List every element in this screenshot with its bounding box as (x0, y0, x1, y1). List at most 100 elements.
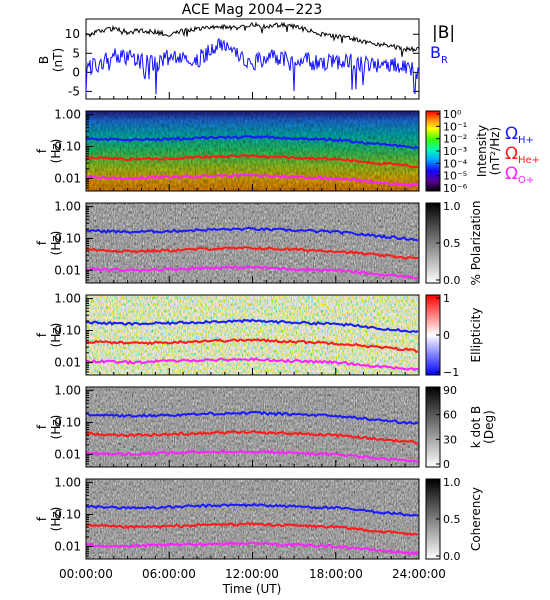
freq-tick-label: 0.10 (54, 231, 81, 245)
colorbar-tick-label: 1 (443, 292, 450, 305)
spectrogram-texture (86, 203, 419, 283)
legend-omega-o-sub: O+ (518, 175, 534, 186)
time-tick-0: 00:00:00 (59, 567, 113, 581)
panel-polarization: 1.00 0.10 0.01 f (Hz) 1.0 0.5 0.0 % Polarization (35, 200, 483, 287)
b-ytick-label: 10 (65, 27, 80, 41)
legend-omega-h-main: Ω (505, 124, 518, 144)
freq-tick-label: 0.01 (54, 539, 81, 553)
colorbar-label: k dot B (469, 406, 483, 448)
b-ytick-label: 0 (72, 65, 80, 79)
colorbar-tick-label: 60 (443, 409, 457, 422)
b-ytick-label: -5 (68, 84, 80, 98)
cyclotron-legend: ΩH+ ΩHe+ ΩO+ (505, 124, 540, 186)
freq-tick-label: 0.10 (54, 507, 81, 521)
panel-b-field: -5 0 5 10 B (nT) |B| BR (37, 18, 455, 100)
omega-he-line (85, 521, 419, 537)
omega-o-line (85, 173, 419, 188)
freq-axis-unit: (Hz) (49, 231, 63, 256)
time-tick-1: 06:00:00 (142, 567, 196, 581)
b-axis-unit: (nT) (51, 48, 65, 72)
b-total-series (85, 21, 420, 57)
freq-tick-label: 1.00 (54, 476, 81, 490)
freq-axis-unit: (Hz) (49, 415, 63, 440)
colorbar-tick-label: 1.0 (443, 200, 461, 213)
colorbar-tick-label: 10⁻⁴ (443, 157, 468, 170)
legend-omega-he-sub: He+ (518, 155, 540, 166)
time-tick-4: 24:00:00 (392, 567, 446, 581)
colorbar-tick-label: 0.5 (443, 513, 461, 526)
freq-tick-label: 0.01 (54, 171, 81, 185)
b-r-series (85, 37, 420, 95)
omega-o-line (85, 357, 419, 372)
freq-tick-label: 0.10 (54, 139, 81, 153)
b-ticks: -5 0 5 10 (65, 27, 420, 99)
colorbar-tick-label: 10⁰ (443, 108, 462, 121)
colorbar-label-units: (nT²/Hz) (488, 127, 502, 175)
time-tick-3: 18:00:00 (309, 567, 363, 581)
legend-omega-o-main: Ω (505, 164, 518, 184)
legend-omega-o: ΩO+ (505, 164, 534, 186)
freq-tick-label: 1.00 (54, 384, 81, 398)
omega-h-line (85, 134, 419, 150)
legend-b-total: |B| (432, 23, 455, 43)
colorbar-label-units: (Deg) (482, 410, 496, 444)
legend-omega-he-main: Ω (505, 144, 518, 164)
freq-tick-label: 0.01 (54, 263, 81, 277)
freq-tick-label: 1.00 (54, 292, 81, 306)
omega-o-line (85, 265, 419, 280)
freq-tick-label: 0.01 (54, 355, 81, 369)
freq-axis-var: f (35, 424, 49, 429)
legend-b-r-sub: R (441, 55, 448, 66)
b-ytick-label: 5 (72, 46, 80, 60)
legend-b-r: BR (430, 43, 448, 66)
legend-omega-h-sub: H+ (518, 135, 534, 146)
colorbar-tick-label: 0.0 (443, 550, 461, 563)
colorbar-tick-label: 1.0 (443, 476, 461, 489)
freq-tick-label: 1.00 (54, 200, 81, 214)
colorbar-tick-label: 0 (443, 329, 450, 342)
legend-omega-h: ΩH+ (505, 124, 534, 146)
omega-o-line (85, 449, 419, 463)
omega-h-line (85, 226, 419, 242)
panel-b-frame (85, 18, 420, 100)
time-axis-label: Time (UT) (222, 582, 282, 596)
omega-he-line (85, 338, 419, 353)
freq-axis-unit: (Hz) (49, 323, 63, 348)
omega-he-line (85, 153, 419, 169)
colorbar-tick-label: 10⁻⁶ (443, 182, 468, 195)
freq-axis-unit: (Hz) (49, 139, 63, 164)
time-tick-2: 12:00:00 (225, 567, 279, 581)
freq-axis-var: f (35, 332, 49, 337)
omega-h-line (85, 410, 419, 425)
panel-intensity: 1.00 0.10 0.01 f (Hz) 10⁰10⁻¹10⁻²10⁻³10⁻⁴10⁻⁵… (35, 108, 502, 195)
time-axis: 00:00:00 06:00:00 12:00:00 18:00:00 24:0… (59, 567, 446, 596)
freq-axis-unit: (Hz) (49, 507, 63, 532)
colorbar-tick-label: 0 (443, 458, 450, 471)
colorbar-tick-label: 0.5 (443, 237, 461, 250)
colorbar-tick-label: 10⁻⁵ (443, 170, 467, 183)
panel-coherency: 1.00 0.10 0.01 f (Hz) 1.0 0.5 0.0 Coherency (35, 476, 483, 563)
colorbar-label: % Polarization (469, 201, 483, 286)
colorbar-label: Ellipticity (469, 308, 483, 363)
freq-axis-var: f (35, 148, 49, 153)
freq-tick-label: 1.00 (54, 108, 81, 122)
legend-omega-he: ΩHe+ (505, 144, 540, 166)
colorbar-tick-label: 0.0 (443, 274, 461, 287)
colorbar-label: Intensity (475, 125, 489, 177)
omega-he-line (85, 430, 419, 445)
freq-axis-var: f (35, 240, 49, 245)
omega-he-line (85, 246, 419, 260)
colorbar-tick-label: 10⁻¹ (443, 120, 467, 133)
freq-tick-label: 0.10 (54, 415, 81, 429)
spectrogram-panels: 1.000.100.01f (Hz)10⁰10⁻¹10⁻²10⁻³10⁻⁴10⁻⁵… (35, 108, 502, 563)
colorbar-kdotb (425, 386, 441, 468)
b-axis-var: B (37, 56, 51, 64)
freq-tick-label: 0.01 (54, 447, 81, 461)
omega-h-line (85, 502, 419, 517)
figure-title: ACE Mag 2004−223 (182, 2, 322, 18)
colorbar-tick-label: 10⁻³ (443, 145, 467, 158)
omega-h-line (85, 318, 419, 334)
colorbar-tick-label: −1 (443, 366, 459, 379)
colorbar-tick-label: 90 (443, 384, 457, 397)
